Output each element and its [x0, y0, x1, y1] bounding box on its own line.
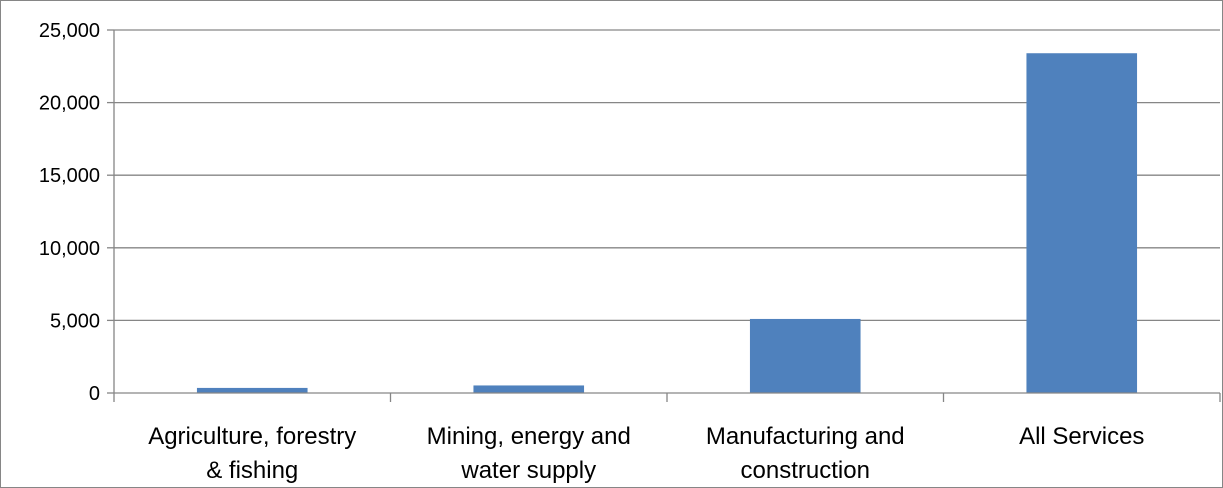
y-tick-label: 20,000 [39, 93, 100, 115]
labels: 0 5,000 10,000 15,000 20,000 25,000 Agricultur… [39, 20, 1145, 484]
x-category-label: All Services [1019, 423, 1144, 450]
x-category-label: & fishing [206, 457, 298, 484]
x-category-label: Manufacturing and [706, 423, 905, 450]
y-tick-label: 25,000 [39, 20, 100, 42]
axes [107, 29, 1221, 402]
x-category-label: Mining, energy and [427, 423, 631, 450]
x-category-label: construction [741, 457, 870, 484]
bar [196, 387, 308, 393]
bar [473, 385, 585, 393]
y-tick-label: 15,000 [39, 165, 100, 187]
bars [196, 53, 1138, 394]
y-tick-label: 10,000 [39, 238, 100, 260]
y-tick-label: 5,000 [50, 310, 100, 332]
y-tick-label: 0 [89, 383, 100, 405]
x-category-label: water supply [460, 457, 596, 484]
bar [749, 318, 861, 393]
bar [1026, 53, 1138, 394]
x-category-label: Agriculture, forestry [148, 423, 356, 450]
